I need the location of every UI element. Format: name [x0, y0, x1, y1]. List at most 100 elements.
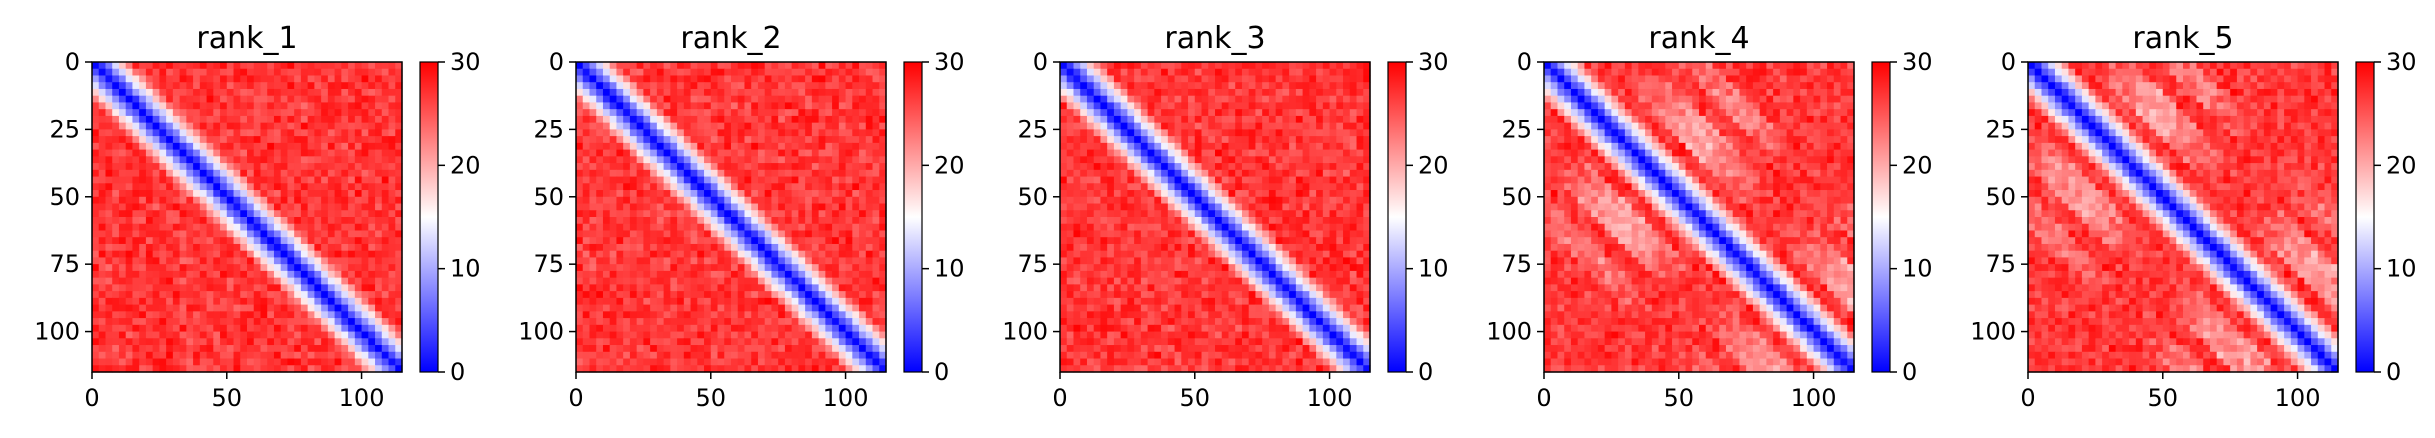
heatmap-cell — [240, 297, 248, 306]
heatmap-cell — [226, 68, 235, 77]
heatmap-cell — [1248, 95, 1257, 104]
heatmap-cell — [717, 163, 725, 171]
heatmap-cell — [845, 318, 853, 326]
heatmap-cell — [118, 149, 127, 157]
heatmap-cell — [811, 311, 820, 319]
heatmap-cell — [670, 345, 678, 353]
heatmap-cell — [1060, 75, 1068, 83]
heatmap-cell — [92, 115, 100, 124]
heatmap-cell — [704, 163, 712, 171]
heatmap-cell — [375, 136, 383, 144]
heatmap-cell — [247, 237, 255, 245]
heatmap-cell — [206, 62, 214, 70]
heatmap-cell — [859, 142, 867, 151]
heatmap-cell — [321, 257, 329, 265]
heatmap-cell — [764, 311, 773, 319]
heatmap-cell — [582, 223, 591, 232]
heatmap-cell — [112, 156, 120, 164]
heatmap-cell — [778, 351, 786, 360]
heatmap-cell — [159, 257, 167, 265]
heatmap-cell — [341, 82, 349, 90]
heatmap-cell — [172, 156, 181, 164]
heatmap-cell — [132, 115, 140, 124]
heatmap-cell — [596, 169, 604, 178]
heatmap-cell — [294, 318, 302, 326]
heatmap-cell — [1154, 82, 1162, 90]
heatmap-cell — [179, 331, 187, 339]
heatmap-cell — [300, 250, 309, 259]
heatmap-cell — [656, 237, 665, 245]
heatmap-cell — [395, 345, 403, 353]
heatmap-cell — [361, 304, 369, 312]
heatmap-cell — [1349, 75, 1358, 83]
heatmap-cell — [1120, 115, 1128, 124]
heatmap-cell — [172, 284, 181, 292]
heatmap-cell — [791, 331, 799, 339]
heatmap-cell — [361, 163, 369, 171]
heatmap-cell — [1174, 62, 1182, 70]
heatmap-cell — [240, 277, 248, 285]
heatmap-cell — [764, 149, 773, 157]
heatmap-cell — [105, 109, 113, 117]
heatmap-cell — [321, 217, 329, 225]
heatmap-cell — [1147, 62, 1155, 70]
heatmap-cell — [879, 149, 887, 157]
heatmap-cell — [213, 75, 221, 83]
heatmap-cell — [260, 264, 268, 272]
heatmap-cell — [838, 210, 847, 218]
heatmap-cell — [865, 304, 874, 312]
heatmap-cell — [1147, 156, 1155, 164]
heatmap-cell — [636, 284, 644, 292]
heatmap-cell — [321, 243, 329, 252]
heatmap-cell — [791, 88, 799, 97]
heatmap-cell — [1349, 156, 1358, 164]
heatmap-cell — [253, 156, 262, 164]
heatmap-cell — [751, 351, 759, 360]
heatmap-cell — [663, 324, 671, 333]
heatmap-cell — [341, 196, 349, 205]
heatmap-cell — [710, 68, 719, 77]
heatmap-cell — [859, 62, 867, 70]
heatmap-cell — [294, 277, 302, 285]
heatmap-cell — [838, 358, 847, 366]
heatmap-cell — [368, 250, 376, 259]
heatmap-cell — [576, 277, 584, 285]
heatmap-cell — [125, 358, 134, 366]
heatmap-cell — [159, 95, 167, 104]
heatmap-cell — [1282, 136, 1290, 144]
heatmap-cell — [314, 68, 322, 77]
heatmap-cell — [240, 230, 248, 238]
heatmap-cell — [1107, 122, 1115, 130]
heatmap-cell — [616, 351, 624, 360]
heatmap-cell — [226, 88, 235, 97]
heatmap-cell — [139, 358, 147, 366]
heatmap-cell — [334, 149, 342, 157]
heatmap-cell — [145, 351, 154, 360]
heatmap-cell — [92, 169, 100, 178]
heatmap-cell — [697, 284, 705, 292]
heatmap-cell — [1201, 62, 1209, 70]
heatmap-cell — [206, 351, 214, 360]
heatmap-cell — [865, 318, 874, 326]
heatmap-cell — [825, 338, 833, 346]
heatmap-cell — [139, 365, 147, 373]
heatmap-cell — [865, 196, 874, 205]
heatmap-cell — [872, 102, 880, 110]
heatmap-cell — [731, 169, 739, 178]
heatmap-cell — [125, 351, 134, 360]
heatmap-cell — [247, 82, 255, 90]
heatmap-cell — [368, 318, 376, 326]
heatmap-cell — [596, 122, 604, 130]
heatmap-cell — [247, 203, 255, 211]
heatmap-cell — [112, 324, 120, 333]
heatmap-cell — [240, 142, 248, 151]
heatmap-cell — [1221, 142, 1230, 151]
heatmap-cell — [744, 136, 752, 144]
heatmap-cell — [663, 331, 671, 339]
heatmap-cell — [697, 95, 705, 104]
heatmap-cell — [280, 163, 289, 171]
heatmap-cell — [314, 156, 322, 164]
heatmap-cell — [226, 338, 235, 346]
heatmap-cell — [368, 345, 376, 353]
heatmap-cell — [589, 338, 597, 346]
